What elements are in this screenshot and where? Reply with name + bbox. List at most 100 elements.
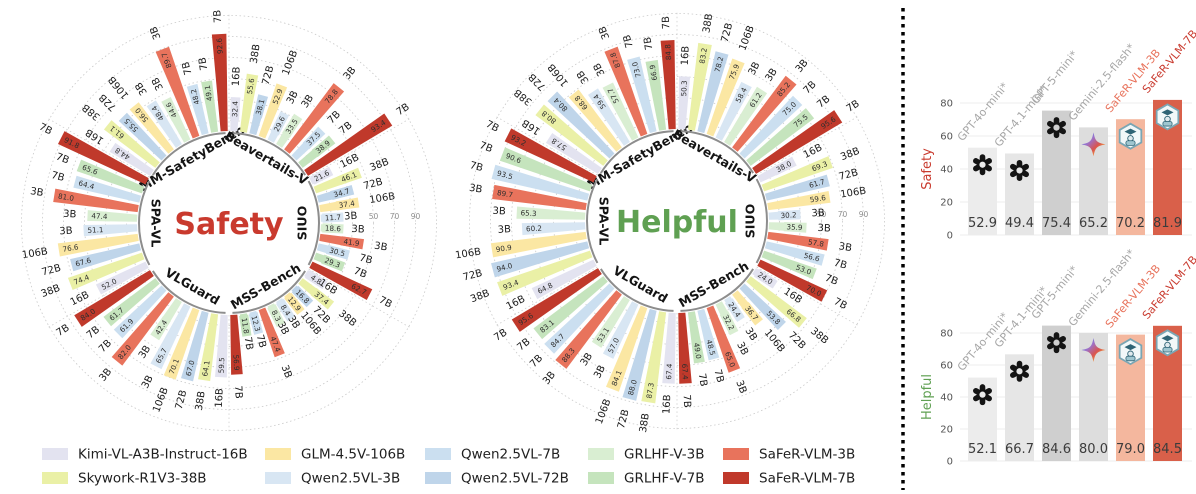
model-size-label: 38B xyxy=(512,86,534,107)
model-size-label: 106B xyxy=(281,49,301,77)
sector-arc xyxy=(755,178,768,264)
value-label: 35.9 xyxy=(786,222,803,232)
value-label: 66.9 xyxy=(648,64,659,82)
legend: Kimi-VL-A3B-Instruct-16B Skywork-R1V3-38B… xyxy=(42,447,855,487)
y-tick-label: 20 xyxy=(940,198,953,209)
legend-item: GLM-4.5V-106B xyxy=(265,447,405,463)
value-label: 67.0 xyxy=(184,359,197,377)
grid-circle xyxy=(105,99,353,347)
model-size-label: 3B xyxy=(592,363,608,380)
value-label-group: 76.6 xyxy=(59,241,82,255)
openai-icon xyxy=(973,154,992,176)
value-label-group: 61.7 xyxy=(805,176,829,191)
model-size-label: 3B xyxy=(733,379,748,395)
model-size-label: 7B xyxy=(528,353,545,370)
value-label: 64.4 xyxy=(78,178,96,191)
value-label-group: 30.2 xyxy=(777,210,800,221)
gemini-icon xyxy=(1081,338,1106,362)
model-size-label: 38B xyxy=(808,326,830,347)
model-size-label: 72B xyxy=(41,263,63,279)
model-size-label: 3B xyxy=(734,340,750,357)
value-label-group: 67.6 xyxy=(71,254,95,270)
legend-item: GRLHF-V-3B xyxy=(588,447,705,463)
model-size-label: 16B xyxy=(505,294,528,313)
grid-circle xyxy=(469,13,885,429)
value-label: 67.6 xyxy=(74,256,92,269)
model-size-label: 38B xyxy=(336,308,358,329)
model-size-label: 7B xyxy=(468,160,484,174)
y-tick-label: 60 xyxy=(940,132,953,143)
model-size-label: 3B xyxy=(137,344,154,361)
model-size-label: 3B xyxy=(285,89,301,106)
value-label: 49.0 xyxy=(692,342,703,360)
model-size-label: 72B xyxy=(786,330,808,352)
value-label: 81.0 xyxy=(57,192,75,203)
legend-item: Kimi-VL-A3B-Instruct-16B xyxy=(42,447,248,463)
value-label: 56.9 xyxy=(231,354,241,371)
y-tick-label: 40 xyxy=(940,165,953,176)
model-size-label: 7B xyxy=(845,98,862,115)
value-label: 94.0 xyxy=(496,261,514,274)
value-label-group: 41.9 xyxy=(340,236,363,249)
value-label: 87.3 xyxy=(644,382,655,399)
model-size-label: 3B xyxy=(150,75,166,92)
model-size-label: 7B xyxy=(395,102,412,119)
value-label: 30.5 xyxy=(328,246,346,259)
legend-swatch xyxy=(42,472,68,484)
model-size-label: 3B xyxy=(275,320,291,337)
model-size-label: 106B xyxy=(762,328,787,355)
openai-icon xyxy=(1010,159,1029,181)
model-size-label: 3B xyxy=(838,241,853,254)
model-size-label: 7B xyxy=(85,324,102,341)
value-label: 65.3 xyxy=(520,208,536,218)
model-size-label: 7B xyxy=(50,170,66,184)
value-label: 59.6 xyxy=(809,193,827,204)
model-size-label: 7B xyxy=(212,9,224,23)
model-size-label: 7B xyxy=(832,258,848,272)
legend-label: Skywork-R1V3-38B xyxy=(78,471,207,487)
model-size-label: 72B xyxy=(174,389,190,411)
value-label-group: 66.9 xyxy=(647,61,660,84)
model-size-label: 72B xyxy=(362,176,384,192)
grid-circle xyxy=(126,120,332,326)
openai-icon xyxy=(1010,360,1029,382)
value-label: 57.8 xyxy=(807,237,825,248)
model-size-label: 72B xyxy=(616,408,632,430)
sector-label: VLGuard xyxy=(611,263,671,306)
model-size-label: 3B xyxy=(351,224,365,236)
legend-item: Skywork-R1V3-38B xyxy=(42,471,207,487)
sector-arc xyxy=(151,132,226,176)
value-label: 67.4 xyxy=(680,363,690,380)
value-label: 89.7 xyxy=(496,188,513,199)
model-size-label: 7B xyxy=(832,296,849,312)
value-label: 47.4 xyxy=(91,211,108,221)
chart-title-helpful: Helpful xyxy=(616,205,738,240)
value-label: 51.1 xyxy=(87,225,103,235)
value-label-group: 52.9 xyxy=(269,85,286,108)
model-size-label: 7B xyxy=(696,373,709,388)
safer-badge-icon xyxy=(1118,338,1143,366)
bar-value-label: 79.0 xyxy=(1116,442,1145,457)
legend-label: Qwen2.5VL-7B xyxy=(461,447,560,463)
sector-label: VLGuard xyxy=(163,265,223,308)
radial-tick-label: 90 xyxy=(411,212,421,221)
value-label-group: 48.2 xyxy=(188,85,203,109)
openai-icon xyxy=(973,384,992,406)
sector-label: SPA-VL xyxy=(597,197,612,246)
grid-circle xyxy=(553,97,801,345)
grid-circle xyxy=(84,78,374,368)
value-label-group: 94.0 xyxy=(493,260,516,275)
model-size-label: 16B xyxy=(214,388,226,408)
model-size-label: 3B xyxy=(344,211,358,223)
bar-value-label: 80.0 xyxy=(1079,442,1108,457)
value-label: 78.2 xyxy=(713,56,726,74)
y-tick-label: 80 xyxy=(940,99,953,110)
y-tick-label: 0 xyxy=(947,231,953,242)
value-label-group: 92.6 xyxy=(214,35,225,57)
sector-arc xyxy=(599,268,674,312)
model-size-label: 38B xyxy=(839,146,861,163)
model-size-label: 7B xyxy=(377,295,394,311)
model-size-label: 16B xyxy=(520,116,543,136)
model-size-label: 106B xyxy=(151,386,171,414)
radial-bar xyxy=(490,231,587,258)
